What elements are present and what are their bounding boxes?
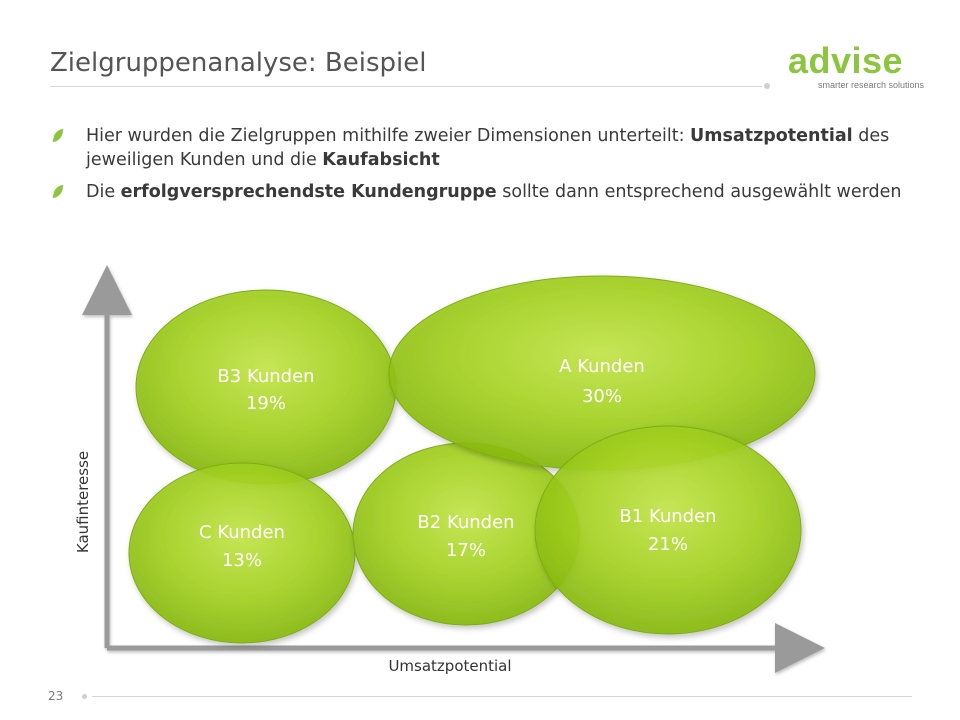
footer-dot — [82, 694, 87, 699]
segment-name: C Kunden — [199, 522, 285, 543]
segment-name: A Kunden — [559, 356, 645, 377]
segment-share: 21% — [648, 534, 688, 555]
segment-name: B2 Kunden — [417, 512, 514, 533]
segment-ellipse — [135, 289, 397, 485]
y-axis-label: Kaufinteresse — [74, 451, 92, 553]
x-axis-label: Umsatzpotential — [388, 657, 511, 675]
segment-c-kunden: C Kunden 13% — [128, 462, 356, 644]
brand-logo: advise smarter research solutions — [788, 40, 938, 96]
footer-divider — [92, 696, 912, 697]
bullet-item: Die erfolgversprechendste Kundengruppe s… — [50, 180, 910, 204]
segment-b3-kunden: B3 Kunden 19% — [135, 289, 397, 485]
bullet-text: sollte dann entsprechend ausgewählt werd… — [496, 182, 902, 202]
bullet-emphasis: Umsatzpotential — [690, 126, 853, 146]
segment-share: 13% — [222, 550, 262, 571]
bullet-item: Hier wurden die Zielgruppen mithilfe zwe… — [50, 124, 910, 172]
segment-b1-kunden: B1 Kunden 21% — [534, 425, 802, 635]
logo-wordmark: advise — [788, 40, 904, 81]
bullet-emphasis: Kaufabsicht — [322, 150, 440, 170]
segment-ellipse — [534, 425, 802, 635]
segment-name: B3 Kunden — [217, 366, 314, 387]
header-divider-dot — [764, 83, 770, 89]
segment-share: 17% — [446, 540, 486, 561]
segment-a-kunden: A Kunden 30% — [388, 275, 816, 471]
page-number: 23 — [48, 689, 64, 703]
segment-share: 19% — [246, 393, 286, 414]
header-divider — [50, 86, 762, 87]
bullet-text: Die — [86, 182, 121, 202]
logo-tagline: smarter research solutions — [818, 80, 925, 90]
bullet-emphasis: erfolgversprechendste Kundengruppe — [120, 182, 497, 202]
page-title: Zielgruppenanalyse: Beispiel — [50, 48, 427, 78]
segment-b2-kunden: B2 Kunden 17% — [352, 442, 580, 626]
bullet-text: Hier wurden die Zielgruppen mithilfe zwe… — [86, 126, 691, 146]
bullet-list: Hier wurden die Zielgruppen mithilfe zwe… — [50, 124, 910, 212]
axes — [82, 265, 825, 673]
segment-name: B1 Kunden — [619, 506, 716, 527]
segment-share: 30% — [582, 386, 622, 407]
bullet-text: des jeweiligen Kunden und die — [86, 126, 890, 170]
